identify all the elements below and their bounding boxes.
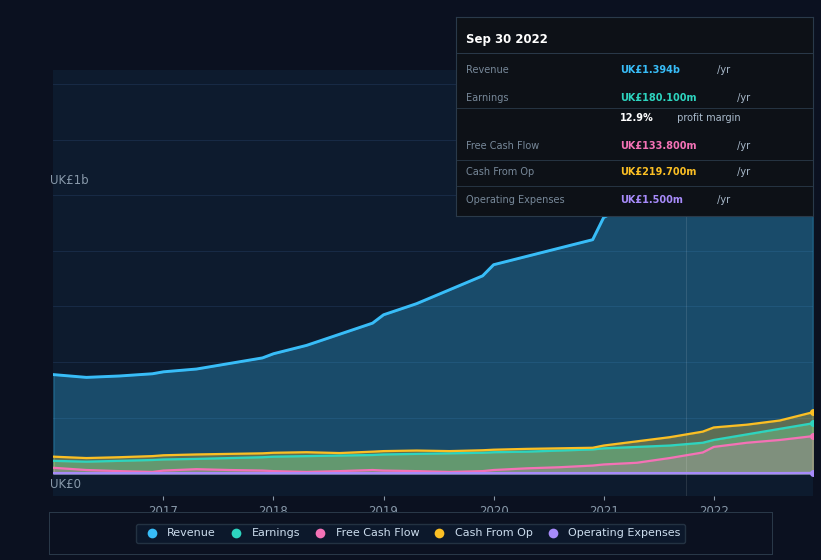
- Text: Operating Expenses: Operating Expenses: [466, 195, 565, 205]
- Text: UK£180.100m: UK£180.100m: [620, 94, 696, 103]
- Text: /yr: /yr: [733, 94, 750, 103]
- Text: UK£133.800m: UK£133.800m: [620, 141, 696, 151]
- Text: Free Cash Flow: Free Cash Flow: [466, 141, 539, 151]
- Text: UK£219.700m: UK£219.700m: [620, 167, 696, 177]
- Text: profit margin: profit margin: [673, 113, 741, 123]
- Text: /yr: /yr: [733, 141, 750, 151]
- Text: 12.9%: 12.9%: [620, 113, 654, 123]
- Text: UK£1.394b: UK£1.394b: [620, 66, 680, 76]
- Text: Sep 30 2022: Sep 30 2022: [466, 32, 548, 46]
- Text: UK£0: UK£0: [49, 478, 80, 491]
- Text: Cash From Op: Cash From Op: [466, 167, 534, 177]
- Text: Revenue: Revenue: [466, 66, 509, 76]
- Text: UK£1b: UK£1b: [49, 174, 88, 186]
- Text: /yr: /yr: [713, 195, 730, 205]
- Text: UK£1.500m: UK£1.500m: [620, 195, 683, 205]
- Text: Earnings: Earnings: [466, 94, 509, 103]
- Text: /yr: /yr: [713, 66, 730, 76]
- Text: /yr: /yr: [733, 167, 750, 177]
- Legend: Revenue, Earnings, Free Cash Flow, Cash From Op, Operating Expenses: Revenue, Earnings, Free Cash Flow, Cash …: [136, 524, 685, 543]
